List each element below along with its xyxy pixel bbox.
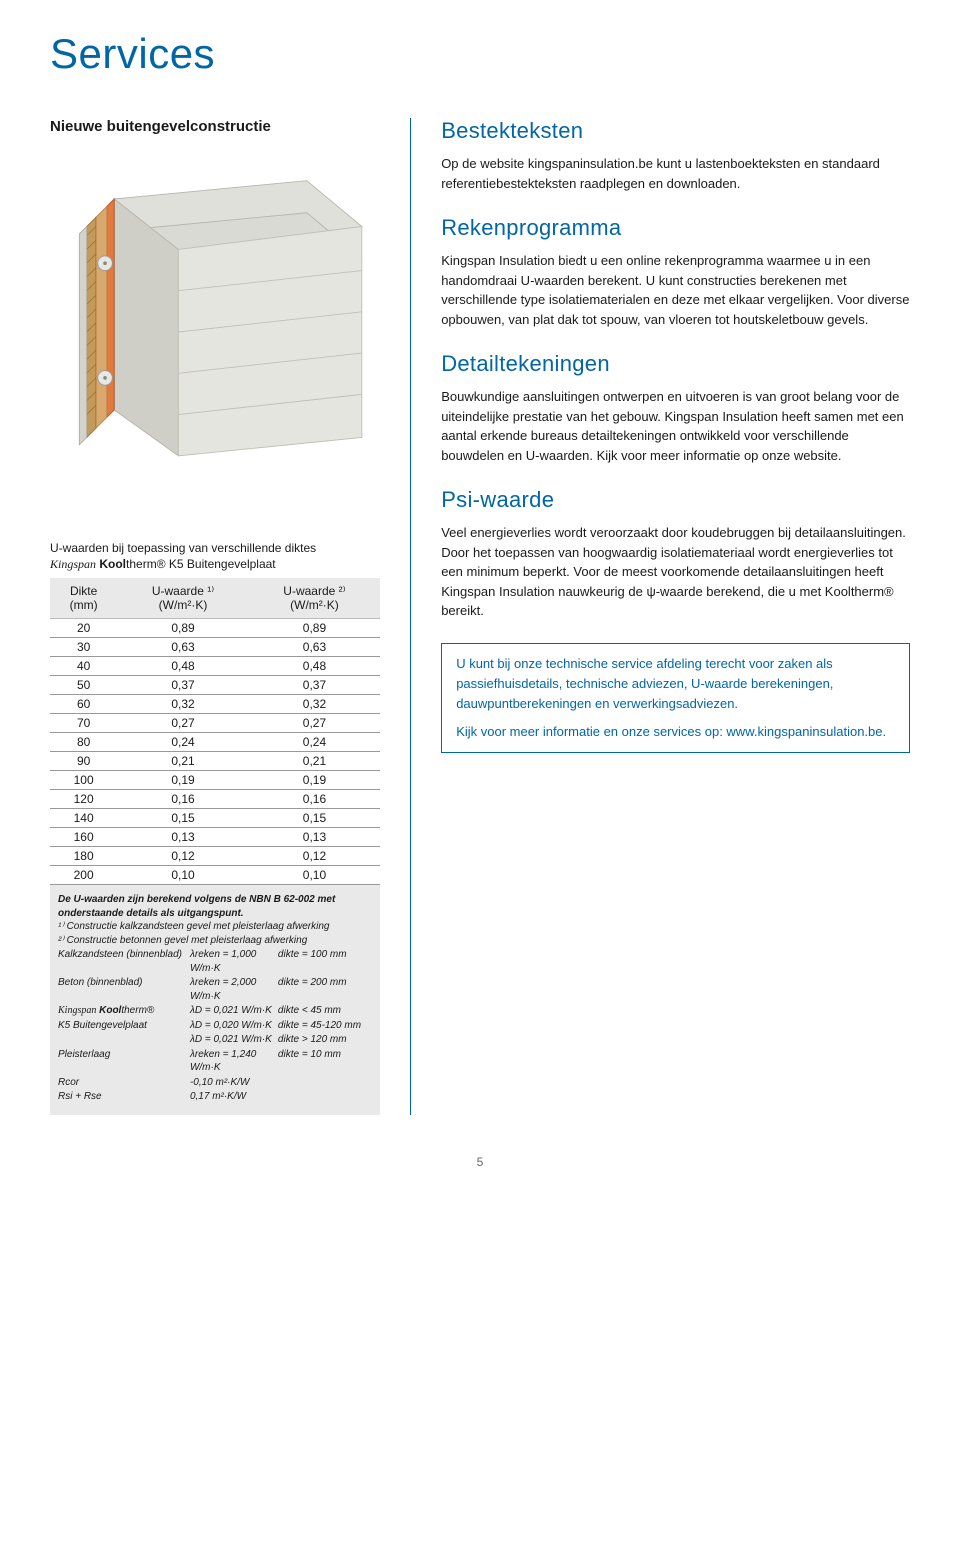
table-row: 400,480,48 — [50, 657, 380, 676]
table-row: 300,630,63 — [50, 638, 380, 657]
table-cell: 60 — [50, 695, 117, 714]
footnote-row: Pleisterlaagλreken = 1,240 W/m·Kdikte = … — [58, 1048, 372, 1075]
footnote-row: Rsi + Rse0,17 m²·K/W — [58, 1090, 372, 1104]
section-body: Op de website kingspaninsulation.be kunt… — [441, 154, 910, 193]
table-cell: 0,21 — [249, 752, 380, 771]
table-cell: 0,37 — [249, 676, 380, 695]
section-heading-rekenprogramma: Rekenprogramma — [441, 215, 910, 241]
section-heading-psi-waarde: Psi-waarde — [441, 487, 910, 513]
footnote-row: λD = 0,021 W/m·Kdikte > 120 mm — [58, 1033, 372, 1047]
table-cell: 0,48 — [117, 657, 248, 676]
table-cell: 0,15 — [117, 809, 248, 828]
footnote-line-1: ¹⁾ Constructie kalkzandsteen gevel met p… — [58, 920, 372, 934]
box-paragraph-2: Kijk voor meer informatie en onze servic… — [456, 722, 895, 742]
table-cell: 160 — [50, 828, 117, 847]
left-column: Nieuwe buitengevelconstructie — [50, 118, 411, 1115]
table-cell: 140 — [50, 809, 117, 828]
section-body: Kingspan Insulation biedt u een online r… — [441, 251, 910, 329]
table-cell: 0,48 — [249, 657, 380, 676]
section-body: Veel energieverlies wordt veroorzaakt do… — [441, 523, 910, 621]
table-row: 600,320,32 — [50, 695, 380, 714]
table-row: 1400,150,15 — [50, 809, 380, 828]
footnote-block: De U-waarden zijn berekend volgens de NB… — [50, 885, 380, 1115]
table-header: U-waarde ²⁾(W/m²·K) — [249, 578, 380, 619]
table-cell: 0,27 — [117, 714, 248, 733]
brand-kool: Kool — [96, 557, 126, 571]
table-cell: 40 — [50, 657, 117, 676]
table-cell: 0,63 — [117, 638, 248, 657]
table-row: 1800,120,12 — [50, 847, 380, 866]
table-cell: 0,19 — [249, 771, 380, 790]
table-cell: 90 — [50, 752, 117, 771]
table-row: 2000,100,10 — [50, 866, 380, 885]
table-cell: 0,13 — [249, 828, 380, 847]
footnote-line-2: ²⁾ Constructie betonnen gevel met pleist… — [58, 934, 372, 948]
table-cell: 180 — [50, 847, 117, 866]
brand-kingspan: Kingspan — [50, 557, 96, 571]
table-product-name: Kingspan Kooltherm® K5 Buitengevelplaat — [50, 557, 380, 572]
table-row: 900,210,21 — [50, 752, 380, 771]
footnote-row: K5 BuitengevelplaatλD = 0,020 W/m·Kdikte… — [58, 1019, 372, 1033]
table-cell: 0,13 — [117, 828, 248, 847]
table-cell: 0,63 — [249, 638, 380, 657]
table-row: 1000,190,19 — [50, 771, 380, 790]
service-info-box: U kunt bij onze technische service afdel… — [441, 643, 910, 754]
u-values-table: Dikte(mm) U-waarde ¹⁾(W/m²·K) U-waarde ²… — [50, 578, 380, 885]
brand-therm: therm — [126, 557, 157, 571]
section-heading-bestekteksten: Bestekteksten — [441, 118, 910, 144]
footnote-title: De U-waarden zijn berekend volgens de NB… — [58, 893, 372, 920]
content-columns: Nieuwe buitengevelconstructie — [50, 118, 910, 1115]
section-heading-detailtekeningen: Detailtekeningen — [441, 351, 910, 377]
table-cell: 30 — [50, 638, 117, 657]
footnote-row: Rcor-0,10 m²·K/W — [58, 1076, 372, 1090]
table-caption: U-waarden bij toepassing van verschillen… — [50, 541, 380, 555]
box-paragraph-1: U kunt bij onze technische service afdel… — [456, 654, 895, 714]
table-cell: 0,89 — [249, 619, 380, 638]
table-row: 1200,160,16 — [50, 790, 380, 809]
table-cell: 70 — [50, 714, 117, 733]
page-number: 5 — [50, 1155, 910, 1169]
table-row: 700,270,27 — [50, 714, 380, 733]
footnote-row: Beton (binnenblad)λreken = 2,000 W/m·Kdi… — [58, 976, 372, 1003]
table-cell: 0,89 — [117, 619, 248, 638]
wall-construction-diagram — [50, 147, 380, 517]
table-cell: 0,32 — [117, 695, 248, 714]
table-cell: 0,12 — [249, 847, 380, 866]
table-cell: 0,10 — [117, 866, 248, 885]
table-cell: 0,37 — [117, 676, 248, 695]
table-cell: 0,32 — [249, 695, 380, 714]
table-row: 1600,130,13 — [50, 828, 380, 847]
footnote-row: Kingspan Kooltherm®λD = 0,021 W/m·Kdikte… — [58, 1004, 372, 1018]
table-header: Dikte(mm) — [50, 578, 117, 619]
table-cell: 0,19 — [117, 771, 248, 790]
left-heading: Nieuwe buitengevelconstructie — [50, 118, 380, 135]
table-cell: 0,12 — [117, 847, 248, 866]
table-cell: 0,24 — [117, 733, 248, 752]
table-cell: 200 — [50, 866, 117, 885]
table-row: 200,890,89 — [50, 619, 380, 638]
table-row: 500,370,37 — [50, 676, 380, 695]
table-row: 800,240,24 — [50, 733, 380, 752]
table-cell: 0,24 — [249, 733, 380, 752]
right-column: Bestekteksten Op de website kingspaninsu… — [411, 118, 910, 1115]
table-cell: 20 — [50, 619, 117, 638]
table-cell: 0,21 — [117, 752, 248, 771]
table-cell: 0,27 — [249, 714, 380, 733]
table-cell: 0,16 — [249, 790, 380, 809]
table-header: U-waarde ¹⁾(W/m²·K) — [117, 578, 248, 619]
table-cell: 50 — [50, 676, 117, 695]
table-cell: 100 — [50, 771, 117, 790]
section-body: Bouwkundige aansluitingen ontwerpen en u… — [441, 387, 910, 465]
table-cell: 0,16 — [117, 790, 248, 809]
table-cell: 0,15 — [249, 809, 380, 828]
footnote-row: Kalkzandsteen (binnenblad)λreken = 1,000… — [58, 948, 372, 975]
table-cell: 120 — [50, 790, 117, 809]
page-title: Services — [50, 30, 910, 78]
brand-tail: ® K5 Buitengevelplaat — [157, 557, 276, 571]
table-cell: 80 — [50, 733, 117, 752]
table-cell: 0,10 — [249, 866, 380, 885]
